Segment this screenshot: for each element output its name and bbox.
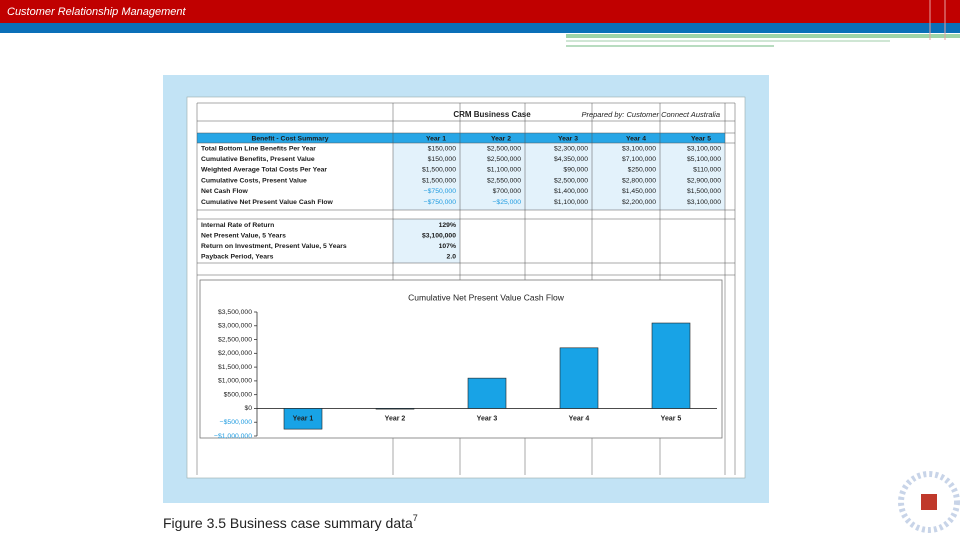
summary-cells [393, 219, 460, 263]
chart-title: Cumulative Net Present Value Cash Flow [408, 292, 565, 302]
cell: $150,000 [428, 156, 457, 163]
cell: $4,350,000 [554, 156, 588, 163]
cell: −$25,000 [492, 199, 521, 206]
cell: $1,100,000 [554, 199, 588, 206]
cell: $3,100,000 [687, 145, 721, 152]
bar [559, 347, 599, 409]
chart-area [199, 279, 723, 439]
y-tick-label: $500,000 [224, 391, 253, 398]
cell: $2,900,000 [687, 177, 721, 184]
header-line [566, 34, 960, 38]
cell: $2,200,000 [622, 199, 656, 206]
cell: $5,100,000 [687, 156, 721, 163]
y-tick-label: $3,500,000 [218, 309, 252, 316]
column-header: Year 5 [691, 135, 711, 142]
cell: $250,000 [628, 167, 657, 174]
logo-ring [898, 471, 960, 533]
column-header: Year 4 [626, 135, 646, 142]
header-title: Customer Relationship Management [7, 6, 186, 18]
summary-value: 107% [439, 243, 456, 250]
bar [375, 408, 415, 410]
summary-label: Return on Investment, Present Value, 5 Y… [201, 243, 347, 250]
cell: $2,550,000 [487, 177, 521, 184]
y-tick-label: −$500,000 [220, 419, 253, 426]
y-tick-label: $0 [244, 405, 252, 412]
y-tick-label: $2,500,000 [218, 336, 252, 343]
cell: $3,100,000 [622, 145, 656, 152]
prepared-by: Prepared by: Customer Connect Australia [581, 110, 720, 119]
logo-mark [921, 494, 937, 510]
cell: $2,300,000 [554, 145, 588, 152]
cell: $7,100,000 [622, 156, 656, 163]
y-tick-label: $1,000,000 [218, 378, 252, 385]
cell: $110,000 [693, 167, 721, 174]
cell: $2,500,000 [554, 177, 588, 184]
summary-value: 2.0 [447, 253, 457, 260]
logo [898, 471, 960, 533]
row-label: Weighted Average Total Costs Per Year [201, 167, 327, 174]
summary-label: Payback Period, Years [201, 253, 274, 260]
row-label: Cumulative Costs, Present Value [201, 177, 307, 184]
cell: $2,500,000 [487, 145, 521, 152]
y-tick-label: $1,500,000 [218, 364, 252, 371]
cell: $2,800,000 [622, 177, 656, 184]
cell: −$750,000 [424, 199, 457, 206]
x-tick-label: Year 5 [661, 415, 682, 422]
data-cells [393, 143, 725, 210]
bar [467, 377, 507, 409]
column-header: Year 1 [426, 135, 446, 142]
header-line [566, 45, 774, 47]
header-line [566, 40, 890, 42]
cell: $1,100,000 [487, 167, 521, 174]
row-label: Net Cash Flow [201, 188, 249, 195]
column-header: Year 2 [491, 135, 511, 142]
bar [651, 322, 691, 409]
y-tick-label: −$1,000,000 [214, 433, 252, 440]
x-tick-label: Year 2 [385, 415, 406, 422]
cell: $1,450,000 [622, 188, 656, 195]
header-row [197, 133, 725, 143]
cell: $3,100,000 [687, 199, 721, 206]
column-header: Year 3 [558, 135, 578, 142]
row-label: Total Bottom Line Benefits Per Year [201, 145, 316, 152]
cell: $1,500,000 [687, 188, 721, 195]
x-tick-label: Year 1 [293, 415, 314, 422]
x-tick-label: Year 4 [569, 415, 590, 422]
cell: $150,000 [428, 145, 457, 152]
header-stripe [0, 23, 960, 33]
cell: $2,500,000 [487, 156, 521, 163]
cell: $1,500,000 [422, 177, 456, 184]
summary-value: 129% [439, 222, 456, 229]
cell: $700,000 [493, 188, 522, 195]
row-label: Cumulative Benefits, Present Value [201, 156, 315, 163]
y-tick-label: $2,000,000 [218, 350, 252, 357]
summary-label: Internal Rate of Return [201, 222, 274, 229]
row-label: Cumulative Net Present Value Cash Flow [201, 199, 334, 206]
cell: $1,500,000 [422, 167, 456, 174]
y-tick-label: $3,000,000 [218, 323, 252, 330]
caption: Figure 3.5 Business case summary data7 [163, 513, 418, 530]
cell: $1,400,000 [554, 188, 588, 195]
caption-note: 7 [413, 513, 418, 523]
cell: −$750,000 [424, 188, 457, 195]
summary-value: $3,100,000 [422, 232, 456, 239]
table-title: CRM Business Case [453, 110, 531, 119]
header-bar [0, 0, 960, 23]
x-tick-label: Year 3 [477, 415, 498, 422]
caption-text: Figure 3.5 Business case summary data [163, 515, 413, 531]
summary-label: Net Present Value, 5 Years [201, 232, 286, 239]
cell: $90,000 [563, 167, 588, 174]
bar [283, 408, 323, 430]
chart: Cumulative Net Present Value Cash Flow −$… [199, 279, 723, 440]
column-header: Benefit - Cost Summary [251, 135, 328, 142]
